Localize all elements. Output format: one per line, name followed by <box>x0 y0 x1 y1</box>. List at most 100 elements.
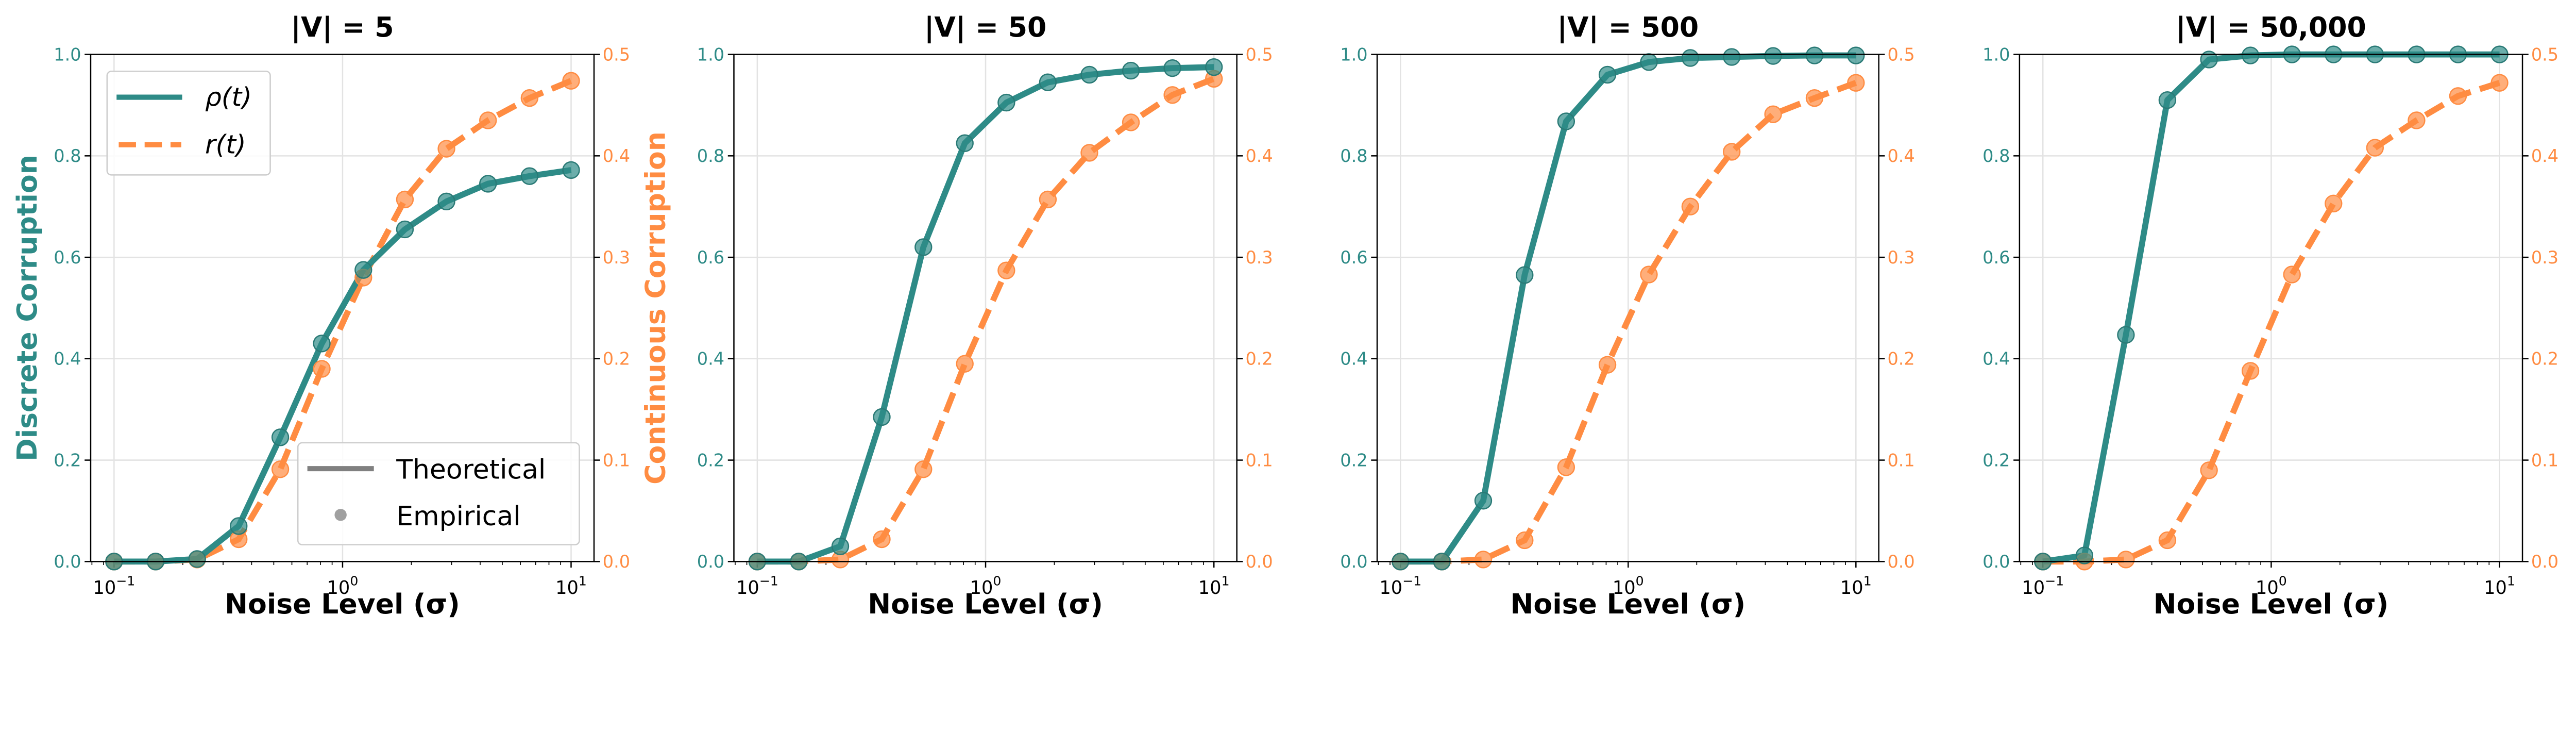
y-tick-label-left: 0.6 <box>697 247 724 268</box>
rho-empirical-point <box>2200 51 2218 69</box>
x-tick-label: 10−1 <box>1379 573 1421 599</box>
rho-empirical-point <box>997 93 1015 112</box>
rho-empirical-point <box>271 428 290 446</box>
x-tick-exponent: −1 <box>2045 573 2064 588</box>
y-axis-label-left: Discrete Corruption <box>11 155 43 461</box>
r-empirical-point <box>1122 113 1140 131</box>
y-tick-label-left: 0.2 <box>697 450 724 470</box>
r-empirical-point <box>1681 197 1700 215</box>
y-tick-label-right: 0.2 <box>1887 349 1914 369</box>
x-tick-label: 10−1 <box>736 573 778 599</box>
panel-3: |V| = 500 0.0 0.2 0.4 0.6 0.8 1.0 0.0 0.1 0.2 0.3 0… <box>1340 11 1914 620</box>
r-empirical-point <box>873 530 891 548</box>
panel-1: |V| = 5 0.0 0.2 0.4 0.6 0.8 1.0 0.0 0.1 0.2 0.3 0.4… <box>11 11 671 620</box>
x-tick-label: 101 <box>2484 573 2515 599</box>
y-tick-label-right: 0.0 <box>603 552 630 572</box>
y-tick-label-left: 0.4 <box>697 349 724 369</box>
panel-2: |V| = 50 0.0 0.2 0.4 0.6 0.8 1.0 0.0 0.1 0.2 0.3 0.… <box>697 11 1273 620</box>
x-tick-exponent: −1 <box>116 573 135 588</box>
y-tick-label-left: 0.8 <box>697 146 724 166</box>
y-tick-label-left: 0.2 <box>1982 450 2010 470</box>
y-tick-label-right: 0.1 <box>603 450 630 470</box>
y-tick-label-right: 0.3 <box>1887 247 1914 268</box>
x-tick-label: 100 <box>327 573 359 599</box>
y-tick-label-right: 0.5 <box>1887 44 1914 64</box>
rho-empirical-point <box>1163 59 1181 77</box>
legend-r-label: r(t) <box>205 129 246 159</box>
x-axis-label: Noise Level (σ) <box>225 588 460 620</box>
rho-empirical-point <box>479 175 497 193</box>
legend-rho-label: ρ(t) <box>205 81 252 112</box>
rho-empirical-point <box>354 261 372 279</box>
x-tick-base: 10 <box>327 577 350 599</box>
x-tick-base: 10 <box>1613 577 1636 599</box>
y-tick-label-right: 0.5 <box>1245 44 1273 64</box>
x-axis-label: Noise Level (σ) <box>2154 588 2389 620</box>
x-tick-exponent: 1 <box>579 573 587 588</box>
y-tick-label-right: 0.4 <box>1245 146 1273 166</box>
rho-empirical-point <box>313 335 331 353</box>
r-empirical-point <box>1163 86 1181 104</box>
y-tick-label-right: 0.1 <box>1245 450 1273 470</box>
x-tick-base: 10 <box>93 577 116 599</box>
r-empirical-point <box>2325 194 2343 212</box>
rho-empirical-point <box>520 167 539 185</box>
r-empirical-point <box>437 140 455 158</box>
y-tick-label-right: 0.0 <box>1887 552 1914 572</box>
x-tick-exponent: 0 <box>993 573 1001 588</box>
r-empirical-point <box>1640 265 1658 284</box>
y-tick-label-right: 0.0 <box>2531 552 2558 572</box>
r-empirical-point <box>1039 190 1057 209</box>
rho-empirical-point <box>1681 49 1700 67</box>
rho-empirical-point <box>188 550 206 568</box>
rho-empirical-point <box>2117 326 2135 344</box>
panel-title: |V| = 50,000 <box>2176 11 2366 43</box>
rho-empirical-point <box>2158 91 2177 109</box>
r-empirical-point <box>479 111 497 129</box>
x-tick-base: 10 <box>970 577 993 599</box>
rho-empirical-point <box>1205 58 1223 76</box>
figure: |V| = 5 0.0 0.2 0.4 0.6 0.8 1.0 0.0 0.1 0.2 0.3 0.4… <box>11 11 2558 620</box>
rho-empirical-point <box>1764 47 1782 65</box>
x-tick-base: 10 <box>2484 577 2507 599</box>
r-empirical-point <box>2158 531 2177 550</box>
x-tick-label: 101 <box>1198 573 1230 599</box>
x-tick-base: 10 <box>1379 577 1402 599</box>
r-empirical-point <box>997 261 1015 279</box>
x-tick-base: 10 <box>2022 577 2045 599</box>
y-tick-label-left: 0.4 <box>1982 349 2010 369</box>
x-tick-exponent: 1 <box>1863 573 1872 588</box>
rho-empirical-point <box>396 220 414 239</box>
r-empirical-point <box>2490 74 2509 92</box>
y-tick-label-left: 0.8 <box>1340 146 1367 166</box>
r-empirical-point <box>1474 551 1493 569</box>
rho-empirical-point <box>956 134 974 152</box>
y-tick-label-right: 0.3 <box>1245 247 1273 268</box>
y-tick-label-left: 0.2 <box>1340 450 1367 470</box>
rho-empirical-point <box>437 192 455 211</box>
y-tick-label-left: 1.0 <box>697 44 724 64</box>
axes-frame <box>90 54 595 562</box>
y-tick-label-left: 0.2 <box>54 450 81 470</box>
rho-empirical-point <box>1122 61 1140 80</box>
rho-empirical-point <box>1640 53 1658 71</box>
x-tick-label: 100 <box>970 573 1002 599</box>
x-tick-exponent: 1 <box>1222 573 1230 588</box>
x-tick-base: 10 <box>1840 577 1863 599</box>
r-empirical-point <box>1516 531 1534 550</box>
x-tick-base: 10 <box>736 577 759 599</box>
r-empirical-point <box>2117 551 2135 569</box>
rho-empirical-point <box>1039 73 1057 91</box>
r-empirical-point <box>2408 111 2426 129</box>
x-tick-base: 10 <box>1198 577 1222 599</box>
r-empirical-point <box>1723 143 1741 161</box>
y-tick-label-right: 0.1 <box>2531 450 2558 470</box>
y-tick-label-left: 0.8 <box>1982 146 2010 166</box>
rho-empirical-point <box>914 238 933 256</box>
r-empirical-point <box>562 72 580 90</box>
y-tick-label-right: 0.3 <box>603 247 630 268</box>
y-tick-label-right: 0.2 <box>603 349 630 369</box>
y-tick-label-left: 0.4 <box>1340 349 1367 369</box>
rho-empirical-point <box>1474 492 1493 510</box>
legend-style: Theoretical Empirical <box>297 442 580 545</box>
